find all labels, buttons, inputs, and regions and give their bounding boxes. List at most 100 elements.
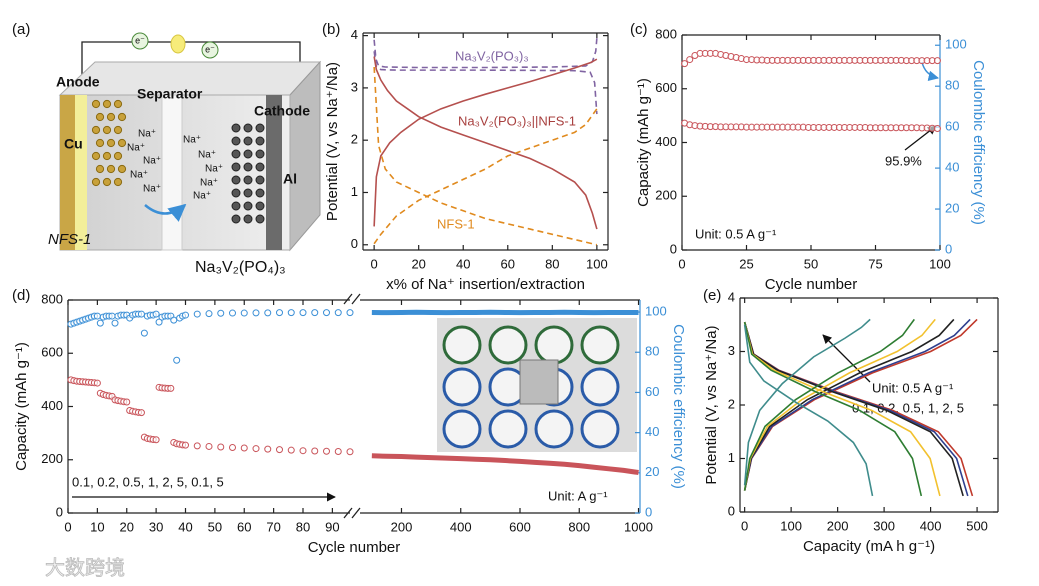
x-tick-label: 30 — [149, 519, 163, 534]
cathode-particle — [231, 149, 241, 159]
data-point — [96, 319, 104, 327]
y2-tick-label: 0 — [645, 504, 652, 519]
anode-particle — [102, 151, 112, 161]
y2-tick-label: 80 — [645, 344, 659, 359]
ion: Na⁺ — [183, 135, 201, 146]
data-point — [108, 312, 116, 320]
anode-particle — [91, 99, 101, 109]
x-tick-label: 20 — [120, 519, 134, 534]
y-tick-label: 200 — [655, 188, 677, 203]
ion: Na⁺ — [193, 191, 211, 202]
series-line — [373, 56, 598, 230]
data-point — [167, 384, 175, 392]
cathode-particle — [255, 123, 265, 133]
ions: Na⁺ Na⁺ Na⁺ Na⁺ Na⁺ Na⁺ Na⁺ Na⁺ Na⁺ Na⁺ — [127, 129, 223, 202]
data-point — [334, 309, 342, 317]
x-tick-label: 300 — [873, 518, 895, 533]
y-tick-label: 3 — [728, 343, 735, 358]
y2-tick-label: 20 — [645, 464, 659, 479]
x-tick-label: 60 — [501, 256, 515, 271]
break-mark — [351, 293, 361, 305]
inset-photo — [437, 318, 637, 452]
data-point — [205, 442, 213, 450]
x-tick-label: 25 — [739, 256, 753, 271]
cathode-particle — [255, 175, 265, 185]
annotation: Unit: 0.5 A g⁻¹ — [695, 226, 777, 241]
anode-particle — [113, 99, 123, 109]
x-axis-label: x% of Na⁺ insertion/extraction — [386, 276, 585, 293]
x-tick-label: 70 — [266, 519, 280, 534]
cathode-particle — [231, 162, 241, 172]
x-tick-label: 75 — [868, 256, 882, 271]
ion-arrow — [144, 203, 187, 222]
cathode-particle — [255, 149, 265, 159]
anode-particle — [102, 125, 112, 135]
photo-disc — [488, 325, 528, 365]
y-axis-label: Capacity (mAh g⁻¹) — [13, 342, 30, 471]
cathode-particle — [231, 175, 241, 185]
data-point — [311, 309, 319, 317]
annotation: Na₃V₂(PO₃)₃ — [455, 48, 529, 63]
bulb — [170, 34, 186, 54]
series-line — [373, 58, 598, 227]
x-tick-label: 100 — [586, 256, 608, 271]
anode-particle — [102, 177, 112, 187]
annotation: Unit: A g⁻¹ — [548, 488, 608, 503]
data-point — [264, 445, 272, 453]
cathode-particle — [255, 136, 265, 146]
y-tick-label: 2 — [728, 396, 735, 411]
y-axis-label: Potential (V, vs Na⁺/Na) — [703, 325, 720, 484]
data-point — [240, 309, 248, 317]
series-line — [373, 51, 598, 115]
series-line — [743, 318, 871, 486]
data-point — [152, 310, 160, 318]
series-line — [373, 66, 598, 246]
panel-label: (e) — [703, 287, 721, 304]
data-point — [205, 310, 213, 318]
anode-particle — [113, 151, 123, 161]
anode-particle — [95, 138, 105, 148]
photo-disc — [580, 409, 620, 449]
series-line — [743, 318, 915, 491]
y-tick-label: 600 — [41, 345, 63, 360]
series-line — [371, 453, 639, 476]
y-axis-label: Capacity (mAh g⁻¹) — [635, 78, 652, 207]
data-point — [170, 316, 178, 324]
x-axis-label: Cycle number — [765, 276, 858, 293]
x-tick-label: 90 — [325, 519, 339, 534]
y2-tick-label: 0 — [945, 241, 952, 256]
photo-contents — [442, 325, 620, 449]
y-tick-label: 0 — [56, 504, 63, 519]
trend-arrow — [822, 334, 871, 383]
cathode-particle — [255, 188, 265, 198]
al-foil — [266, 95, 282, 250]
anode-particle — [117, 112, 127, 122]
y-tick-label: 4 — [728, 289, 735, 304]
break-mark — [351, 507, 361, 519]
cathode-particle — [255, 201, 265, 211]
data-point — [299, 447, 307, 455]
label: Separator — [137, 86, 203, 102]
data-point — [323, 309, 330, 317]
data-point — [173, 356, 181, 364]
y-tick-label: 0 — [351, 236, 358, 251]
cathode-particle — [231, 136, 241, 146]
y-axis-label: Potential (V, vs Na⁺/Na) — [324, 62, 341, 221]
cathode-particle — [243, 175, 253, 185]
data-point — [182, 441, 189, 449]
data-point — [229, 309, 236, 317]
schematic: (a) Anode Cu Separator Cathode Al NFS-1 … — [12, 21, 322, 276]
label: Cathode — [254, 103, 310, 119]
photo-disc — [442, 367, 482, 407]
side-face — [289, 60, 321, 252]
anode-particle — [91, 177, 101, 187]
x-axis-label: Capacity (mA h g⁻¹) — [803, 538, 935, 555]
y2-tick-label: 20 — [945, 200, 959, 215]
data-point — [346, 448, 354, 456]
data-point — [137, 310, 145, 318]
data-point — [681, 60, 689, 68]
y2-axis-label: Coulombic efficiency (%) — [670, 324, 687, 489]
series-line — [743, 321, 923, 497]
x-tick-label: 10 — [90, 519, 104, 534]
